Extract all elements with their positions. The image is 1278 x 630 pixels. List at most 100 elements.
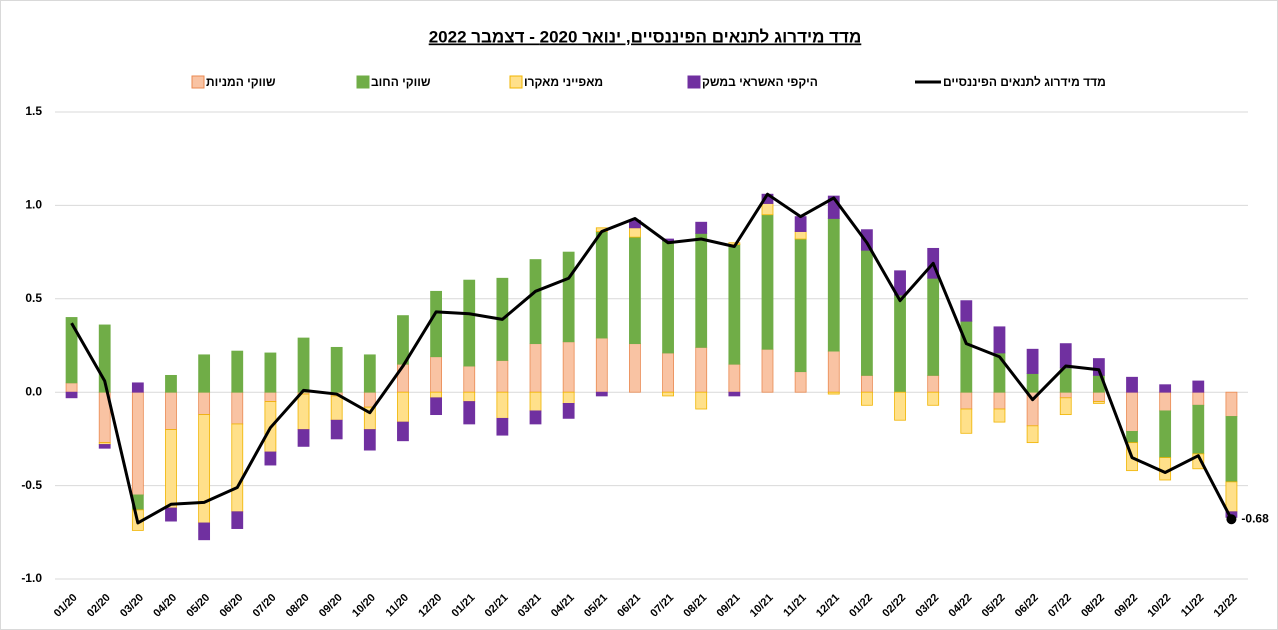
bar-segment (728, 244, 741, 365)
bar-segment (1092, 401, 1105, 404)
bar-segment (529, 391, 542, 412)
bar-segment (927, 277, 940, 376)
bar-segment (595, 231, 608, 339)
legend-label: שווקי המניות (206, 75, 276, 89)
bar-segment (363, 429, 376, 451)
bar-segment (629, 236, 641, 345)
bar-segment (562, 341, 575, 393)
bar-segment (861, 391, 873, 406)
bar-segment (562, 251, 575, 343)
bar-segment (662, 240, 674, 354)
bar-segment (761, 214, 774, 350)
bar-segment (463, 401, 476, 425)
bar-segment (231, 391, 244, 425)
bar-segment (562, 403, 575, 419)
bar-segment (827, 218, 840, 352)
bar-segment (1026, 425, 1039, 444)
legend-label: מאפייני מאקרו (524, 75, 603, 89)
bar-segment (1092, 391, 1105, 402)
bar-segment (728, 363, 741, 393)
bar-segment (662, 391, 674, 397)
bar-segment (1192, 391, 1205, 406)
line (70, 192, 1233, 525)
bar-segment (496, 391, 509, 419)
bar-segment (960, 391, 973, 410)
bar-segment (1059, 397, 1072, 416)
bar-segment (1059, 391, 1072, 399)
bar-segment (894, 294, 906, 393)
legend-label: שווקי החוב (371, 75, 431, 89)
bar-segment (198, 391, 211, 416)
bar-segment (595, 337, 608, 393)
bar-segment (993, 408, 1006, 423)
bar-segment (894, 270, 906, 296)
bar-segment (861, 229, 873, 251)
y-tick-label: -1.0 (21, 571, 42, 585)
bar-segment (65, 391, 78, 399)
bar-segment (131, 391, 144, 496)
bar-segment (65, 382, 78, 393)
bar-segment (993, 391, 1006, 410)
data-label: -0.68 (1241, 511, 1269, 525)
bar-segment (794, 371, 807, 393)
bar-segment (297, 429, 310, 447)
bar-segment (1159, 410, 1172, 458)
bar-segment (629, 343, 641, 393)
y-tick-label: -0.5 (21, 478, 42, 492)
legend-marker (191, 75, 205, 89)
bar-segment (165, 374, 177, 393)
bar-segment (861, 374, 873, 393)
legend-marker (687, 75, 701, 89)
y-tick-label: 1.5 (25, 104, 42, 118)
bar-segment (1159, 457, 1172, 481)
bar-segment (463, 279, 476, 367)
bar-segment (463, 391, 476, 402)
bar-segment (430, 391, 442, 399)
bar-segment (363, 354, 376, 393)
bar-segment (529, 410, 542, 425)
bar-segment (861, 249, 873, 376)
bar-segment (1059, 343, 1072, 369)
bar-segment (894, 391, 906, 421)
bar-segment (595, 391, 608, 397)
bar-segment (761, 348, 774, 393)
bar-segment (98, 324, 111, 393)
bar-segment (695, 221, 708, 234)
bar-segment (529, 259, 542, 345)
bar-segment (927, 374, 940, 393)
bar-segment (231, 511, 244, 529)
y-tick-label: 0.0 (25, 384, 42, 398)
bar-segment (198, 522, 211, 541)
bar-segment (695, 346, 708, 393)
bar-segment (397, 421, 409, 442)
bar-segment (960, 300, 973, 322)
bar-segment (1225, 481, 1238, 513)
bar-segment (1092, 358, 1105, 376)
bar-segment (330, 395, 343, 421)
y-tick-label: 1.0 (25, 198, 42, 212)
bar-segment (794, 216, 807, 232)
bar-segment (330, 346, 343, 393)
legend-label: מדד מידרוג לתנאים הפיננסיים (943, 75, 1106, 89)
bar-segment (695, 233, 708, 348)
bar-segment (529, 343, 542, 393)
legend-marker (356, 75, 370, 89)
bar-segment (430, 397, 442, 416)
bar-segment (761, 203, 774, 216)
bar-segment (198, 414, 211, 524)
bar-segment (98, 444, 111, 449)
bar-segment (264, 352, 277, 393)
bar-segment (1126, 391, 1138, 432)
bar-segment (430, 356, 442, 393)
bar-segment (728, 391, 741, 397)
bar-segment (297, 337, 310, 393)
chart-title: מדד מידרוג לתנאים הפיננסיים, ינואר 2020 … (429, 27, 862, 46)
bar-segment (562, 391, 575, 404)
bar-segment (496, 417, 509, 436)
bar-segment (1225, 416, 1238, 483)
y-tick-label: 0.5 (25, 291, 42, 305)
legend-marker (509, 75, 523, 89)
bar-segment (430, 290, 442, 358)
bar-segment (794, 238, 807, 373)
